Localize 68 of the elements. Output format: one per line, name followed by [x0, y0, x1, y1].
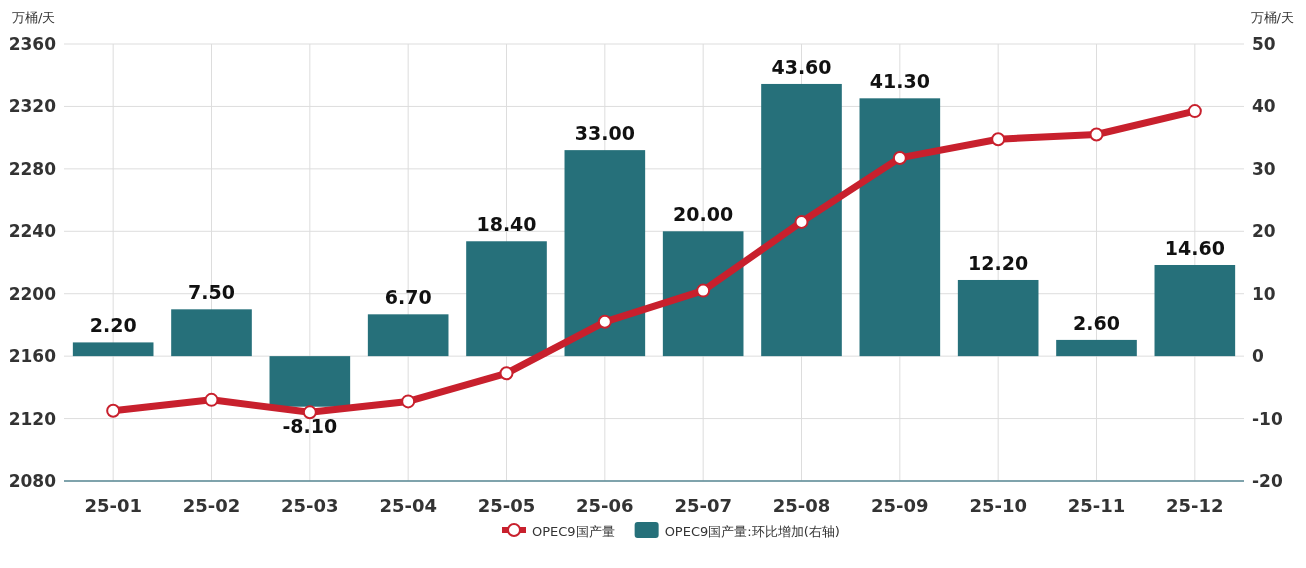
- x-tick-label: 25-08: [772, 495, 831, 516]
- y2-tick-label: -10: [1252, 408, 1283, 429]
- data-label: 2.60: [1073, 311, 1120, 334]
- data-label: -8.10: [282, 414, 338, 437]
- x-tick-label: 25-09: [871, 495, 929, 516]
- y2-axis-title: 万桶/天: [1250, 10, 1294, 25]
- point: [696, 283, 711, 298]
- y-tick-label: 2080: [8, 471, 57, 491]
- point: [1089, 127, 1104, 142]
- y-tick-label: 2360: [8, 34, 57, 54]
- x-tick-label: 25-07: [674, 495, 732, 516]
- x-tick-label: 25-03: [281, 495, 339, 516]
- legend-label: OPEC9国产量: [532, 524, 615, 539]
- y-tick-label: 2320: [8, 96, 57, 117]
- data-label: 12.20: [968, 251, 1029, 274]
- point: [302, 405, 317, 420]
- data-label: 41.30: [869, 70, 930, 93]
- y-tick-label: 2240: [8, 221, 57, 242]
- data-label: 14.60: [1164, 237, 1225, 259]
- y2-tick-label: -20: [1252, 471, 1283, 491]
- y2-tick-label: 20: [1252, 221, 1276, 242]
- data-label: 6.70: [384, 286, 432, 309]
- y-tick-label: 2280: [8, 158, 57, 179]
- bar: [466, 241, 547, 357]
- x-tick-label: 25-10: [969, 495, 1027, 516]
- x-tick-label: 25-12: [1166, 495, 1224, 516]
- point: [401, 394, 416, 409]
- data-label: 18.40: [476, 213, 537, 236]
- point: [597, 314, 612, 329]
- y2-tick-label: 10: [1252, 283, 1276, 304]
- bar: [1154, 265, 1236, 357]
- x-tick-label: 25-04: [379, 495, 437, 516]
- data-label: 2.20: [89, 314, 137, 337]
- bar: [564, 150, 646, 357]
- data-label: 33.00: [574, 122, 635, 145]
- data-label: 20.00: [673, 203, 734, 226]
- x-tick-label: 25-05: [477, 495, 536, 516]
- y2-tick-label: 40: [1252, 96, 1276, 117]
- x-tick-label: 25-01: [84, 495, 142, 516]
- y-tick-label: 2160: [8, 346, 57, 367]
- point: [794, 214, 809, 229]
- bar: [269, 356, 351, 407]
- bar: [367, 314, 449, 357]
- bar: [957, 279, 1039, 357]
- legend-label: OPEC9国产量:环比增加(右轴): [664, 524, 840, 539]
- point: [1187, 104, 1202, 119]
- point: [204, 392, 219, 407]
- x-tick-label: 25-02: [182, 495, 241, 516]
- y-tick-label: 2120: [8, 408, 57, 429]
- bar: [859, 98, 941, 357]
- bar: [761, 83, 842, 357]
- bar: [662, 231, 744, 357]
- point: [106, 403, 121, 418]
- point: [991, 132, 1006, 147]
- x-tick-label: 25-11: [1067, 495, 1126, 516]
- bar: [1056, 339, 1137, 357]
- y-axis-title: 万桶/天: [12, 10, 56, 25]
- y-tick-label: 2200: [8, 283, 57, 304]
- point: [892, 150, 907, 165]
- data-label: 43.60: [771, 55, 832, 78]
- data-label: 7.50: [188, 281, 235, 304]
- point: [499, 366, 514, 381]
- x-tick-label: 25-06: [576, 495, 634, 516]
- y2-tick-label: 0: [1252, 346, 1264, 367]
- bar: [72, 342, 154, 357]
- bar: [171, 309, 252, 357]
- y2-tick-label: 30: [1252, 158, 1276, 179]
- y2-tick-label: 50: [1252, 34, 1276, 54]
